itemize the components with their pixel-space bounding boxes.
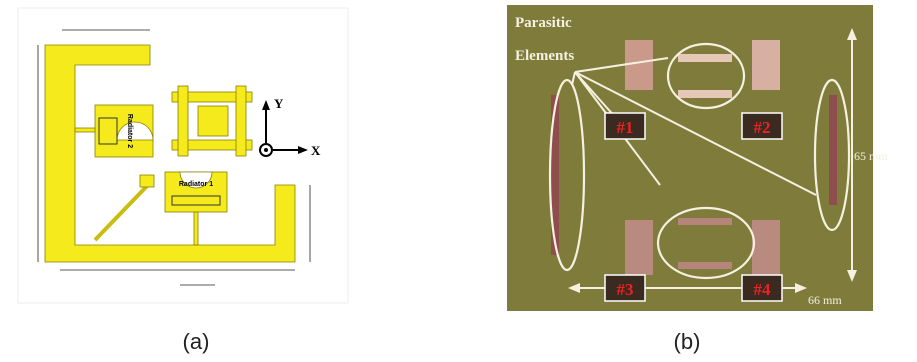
feed-2	[75, 128, 95, 132]
panel-label: (b)	[674, 329, 701, 354]
port-label: #2	[754, 118, 771, 137]
element	[752, 40, 780, 90]
feed-1	[194, 212, 198, 245]
element	[678, 54, 732, 62]
dimension-label: 65 mm	[854, 149, 888, 163]
panel-label: (a)	[183, 329, 210, 354]
parasitic-grid	[172, 86, 252, 156]
element	[829, 95, 837, 205]
element	[625, 220, 653, 275]
element	[678, 262, 732, 269]
element	[678, 90, 732, 98]
radiator-label: Radiator 2	[126, 114, 133, 148]
port-label: #1	[617, 118, 634, 137]
axis-label: Y	[274, 96, 284, 111]
element	[678, 218, 732, 225]
port-label: #4	[754, 280, 772, 299]
figure: Y X Radiator 1 Radiator 2 (a)	[0, 0, 917, 362]
photo: #1 #2 #3 #4 Parasitic Elements 65 mm 66 …	[507, 5, 888, 311]
annotation: Parasitic	[515, 15, 572, 31]
element	[625, 40, 653, 90]
axis-label: X	[311, 143, 321, 158]
port-label: #3	[617, 280, 634, 299]
annotation: Elements	[515, 48, 574, 64]
radiator-label: Radiator 1	[179, 181, 213, 188]
dimension-label: 66 mm	[808, 293, 842, 307]
schematic: Y X Radiator 1 Radiator 2	[18, 8, 348, 303]
axis-origin-dot	[264, 148, 268, 152]
element	[752, 220, 780, 275]
page: {"panels": [ {"label": "(a)", "axes": {"…	[0, 0, 917, 362]
stub-patch	[140, 175, 154, 187]
